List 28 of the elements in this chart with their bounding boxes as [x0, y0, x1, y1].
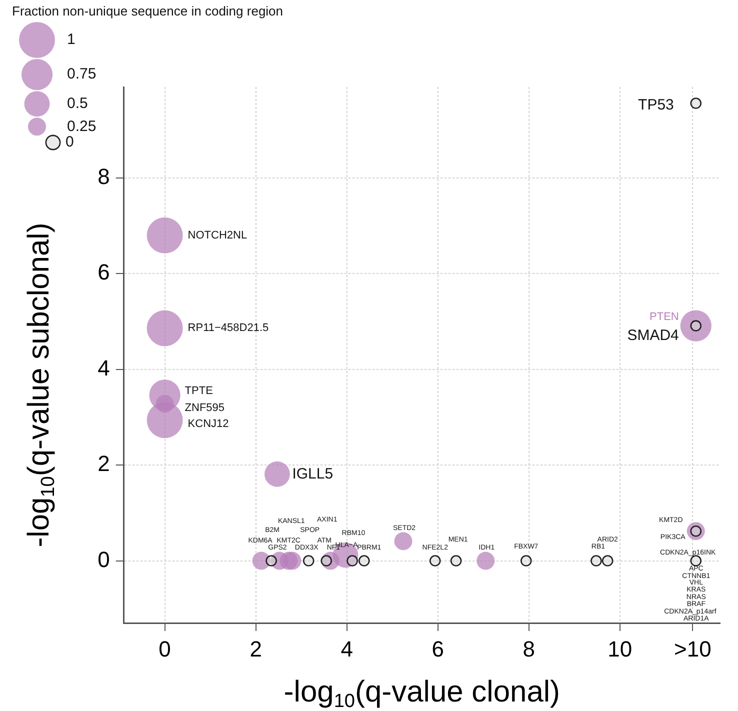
legend-label: 0 — [66, 134, 74, 151]
annotation: SMAD4 — [627, 326, 679, 344]
y-axis-title: -log10(q-value subclonal) — [22, 222, 60, 548]
x-tick-label: 6 — [432, 636, 444, 662]
x-tick-label: 2 — [250, 636, 262, 662]
annotation: IGLL5 — [292, 465, 334, 482]
legend-label: 0.75 — [67, 66, 96, 83]
y-tick-label: 8 — [98, 164, 110, 189]
annotation: RP11−458D21.5 — [188, 322, 269, 334]
legend-label: 1 — [67, 31, 76, 48]
legend-label: 0.25 — [67, 118, 96, 135]
annotation: PTEN — [650, 310, 679, 323]
annotation: NOTCH2NL — [188, 229, 248, 242]
x-tick-label: 10 — [608, 636, 632, 662]
y-tick-label: 4 — [98, 355, 110, 380]
y-tick-label: 0 — [98, 546, 110, 572]
legend-label: 0.5 — [67, 95, 88, 112]
annotation: TP53 — [638, 96, 674, 114]
legend-title: Fraction non-unique sequence in coding region — [12, 4, 284, 19]
annotation: TPTE — [184, 385, 213, 398]
annotation: KCNJ12 — [188, 418, 229, 430]
x-tick-label: 0 — [158, 636, 171, 662]
x-tick-label: >10 — [674, 636, 712, 662]
x-tick-label: 4 — [340, 636, 353, 662]
annotation: ZNF595 — [184, 402, 225, 414]
x-tick-label: 8 — [522, 636, 535, 662]
y-tick-label: 6 — [98, 260, 110, 285]
y-tick-label: 2 — [98, 451, 110, 476]
